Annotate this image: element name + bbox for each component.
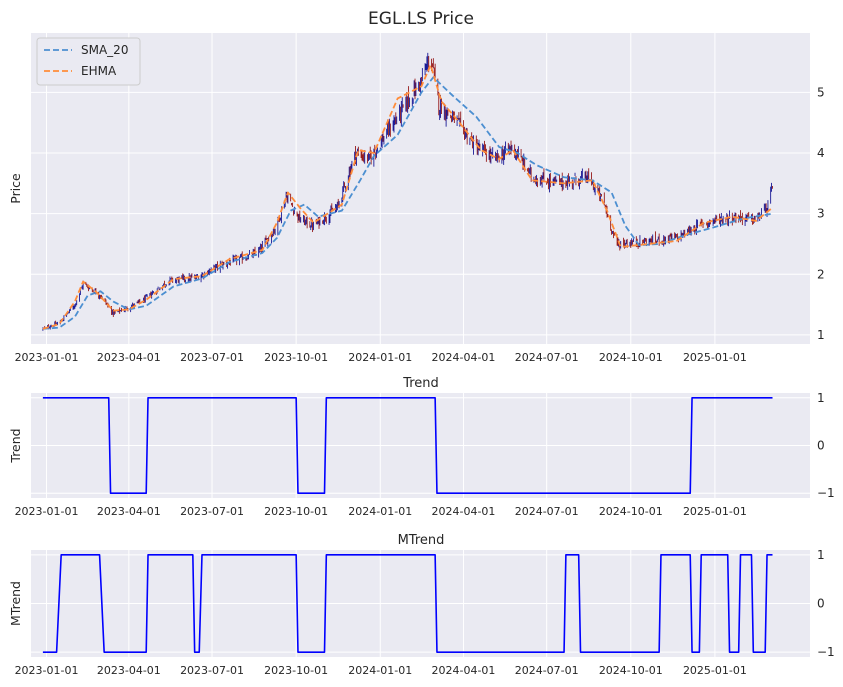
price-legend: SMA_20 EHMA: [36, 37, 141, 86]
y-tick-label: 1: [817, 548, 825, 562]
series-line-mtrend: [42, 554, 773, 653]
x-tick-label: 2024-07-01: [515, 505, 579, 518]
x-tick-label: 2024-07-01: [515, 664, 579, 677]
x-tick-label: 2025-01-01: [683, 664, 747, 677]
y-tick-label: 0: [817, 439, 825, 453]
mtrend-title: MTrend: [398, 533, 445, 548]
x-tick-label: 2024-10-01: [599, 664, 663, 677]
x-tick-label: 2024-01-01: [348, 664, 412, 677]
price-panel: 2023-01-01 2023-04-01 2023-07-01 2023-10-01…: [8, 9, 825, 364]
x-tick-label: 2023-07-01: [180, 351, 244, 364]
x-tick-label: 2023-04-01: [97, 505, 161, 518]
price-series-lines: [42, 64, 774, 330]
x-tick-label: 2024-04-01: [432, 664, 496, 677]
x-tick-label: 2023-01-01: [15, 505, 79, 518]
y-tick-label: 2: [817, 267, 825, 281]
x-tick-label: 2024-10-01: [599, 351, 663, 364]
x-tick-label: 2023-10-01: [264, 664, 328, 677]
trend-title: Trend: [402, 376, 439, 391]
y-tick-label: −1: [817, 486, 835, 500]
trend-panel: 2023-01-01 2023-04-01 2023-07-01 2023-10-01…: [8, 376, 835, 518]
y-tick-label: 4: [817, 146, 825, 160]
trend-y-ticks: −1 0 1: [817, 391, 835, 500]
price-x-ticks: 2023-01-01 2023-04-01 2023-07-01 2023-10-01…: [15, 351, 747, 364]
x-tick-label: 2024-01-01: [348, 505, 412, 518]
trend-series-lines: [42, 396, 773, 495]
y-tick-label: 1: [817, 328, 825, 342]
trend-y-label: Trend: [8, 428, 23, 463]
x-tick-label: 2023-04-01: [97, 664, 161, 677]
x-tick-label: 2023-07-01: [180, 664, 244, 677]
y-tick-label: 0: [817, 597, 825, 611]
x-tick-label: 2023-01-01: [15, 664, 79, 677]
x-tick-label: 2024-10-01: [599, 505, 663, 518]
x-tick-label: 2024-04-01: [432, 505, 496, 518]
series-line-trend: [42, 396, 773, 495]
price-candles: [42, 52, 773, 331]
x-tick-label: 2023-01-01: [15, 351, 79, 364]
series-line-sma-20: [42, 76, 773, 330]
x-tick-label: 2025-01-01: [683, 351, 747, 364]
x-tick-label: 2023-10-01: [264, 505, 328, 518]
price-y-label: Price: [8, 173, 23, 204]
mtrend-y-ticks: −1 0 1: [817, 548, 835, 659]
y-tick-label: 1: [817, 391, 825, 405]
price-y-ticks: 1 2 3 4 5: [817, 85, 825, 341]
y-tick-label: 5: [817, 85, 825, 99]
mtrend-series-lines: [42, 554, 773, 653]
x-tick-label: 2024-07-01: [515, 351, 579, 364]
y-tick-label: 3: [817, 207, 825, 221]
legend-ehma-label: EHMA: [81, 64, 117, 78]
x-tick-label: 2023-10-01: [264, 351, 328, 364]
x-tick-label: 2023-07-01: [180, 505, 244, 518]
mtrend-y-label: MTrend: [8, 581, 23, 626]
mtrend-panel: 2023-01-01 2023-04-01 2023-07-01 2023-10-01…: [8, 533, 835, 677]
x-tick-label: 2024-04-01: [432, 351, 496, 364]
series-line-ehma: [42, 64, 774, 330]
legend-sma20-label: SMA_20: [81, 43, 128, 57]
price-grid: [31, 33, 810, 344]
price-title: EGL.LS Price: [368, 9, 474, 29]
x-tick-label: 2025-01-01: [683, 505, 747, 518]
y-tick-label: −1: [817, 645, 835, 659]
trend-x-ticks: 2023-01-01 2023-04-01 2023-07-01 2023-10-01…: [15, 505, 747, 518]
x-tick-label: 2024-01-01: [348, 351, 412, 364]
x-tick-label: 2023-04-01: [97, 351, 161, 364]
mtrend-x-ticks: 2023-01-01 2023-04-01 2023-07-01 2023-10-01…: [15, 664, 747, 677]
